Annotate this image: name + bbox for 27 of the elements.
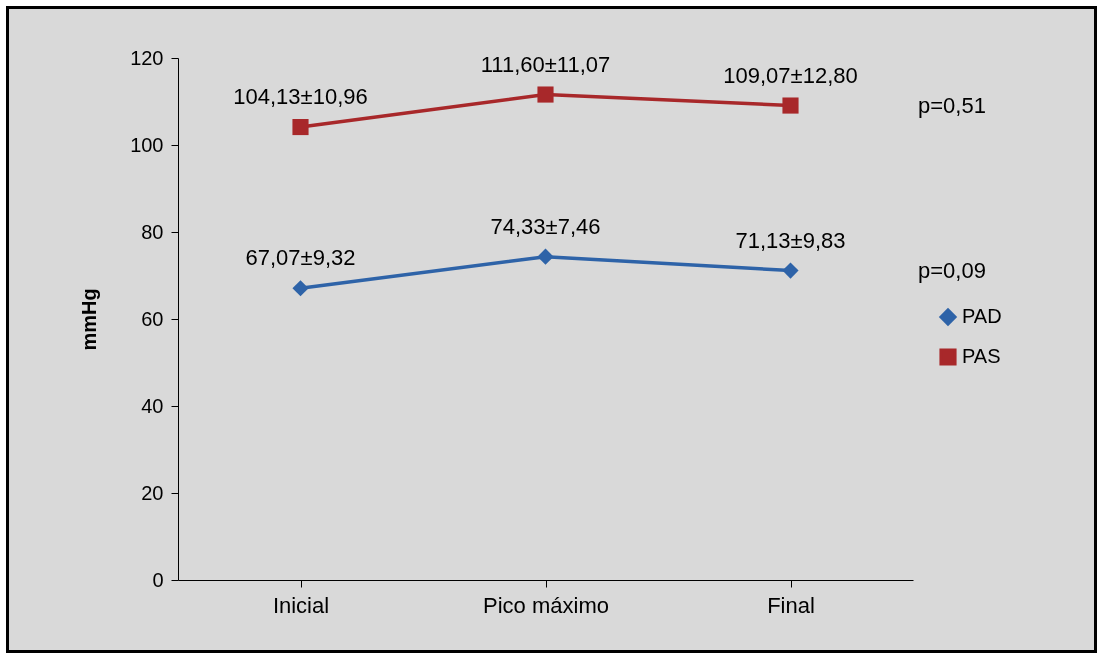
data-label: 104,13±10,96 <box>233 84 368 110</box>
point <box>292 280 309 297</box>
legend-label: PAD <box>962 305 1002 327</box>
x-tick-label: Pico máximo <box>483 592 609 618</box>
data-label: 74,33±7,46 <box>490 213 601 239</box>
point <box>782 97 799 114</box>
y-tick-label: 80 <box>141 220 164 243</box>
point <box>537 248 554 265</box>
y-tick-label: 0 <box>152 568 164 591</box>
x-tick-label: Inicial <box>272 592 330 618</box>
x-tick-label: Final <box>767 592 815 618</box>
point <box>292 118 309 136</box>
y-tick-label: 20 <box>141 481 164 504</box>
y-tick-label: 40 <box>141 394 164 417</box>
y-tick-label: 120 <box>130 46 164 69</box>
data-label: 109,07±12,80 <box>723 62 858 88</box>
y-tick-label: 60 <box>141 307 164 330</box>
legend-label: PAS <box>962 345 1001 367</box>
data-label: 71,13±9,83 <box>735 227 846 253</box>
data-label: 111,60±11,07 <box>480 51 611 77</box>
y-tick-label: 100 <box>130 133 164 156</box>
point <box>537 86 554 103</box>
y-axis-title: mmHg <box>78 288 101 351</box>
text: p=0,51 <box>918 92 986 118</box>
text: p=0,09 <box>918 257 986 283</box>
point <box>782 262 799 279</box>
data-label: 67,07±9,32 <box>245 245 356 271</box>
